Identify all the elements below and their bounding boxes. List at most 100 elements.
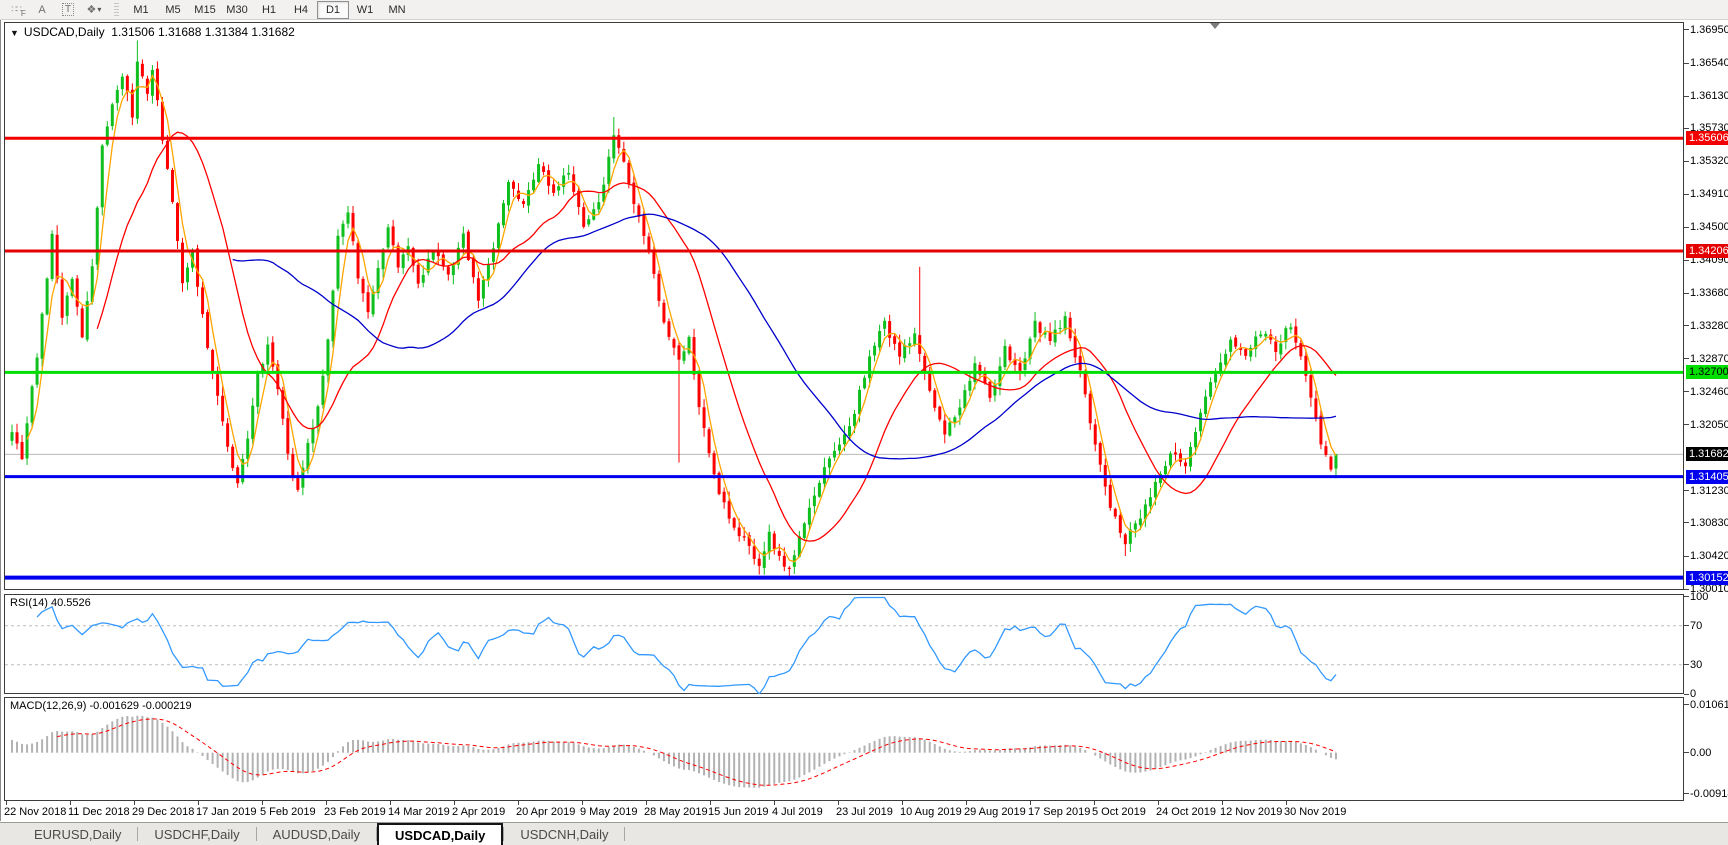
- timeframe-group: M1 M5 M15 M30 H1 H4 D1 W1 MN: [125, 0, 413, 19]
- timeframe-button-w1[interactable]: W1: [356, 3, 374, 16]
- cursor-glyph: ❖: [86, 4, 97, 16]
- date-axis-tick: [966, 801, 967, 805]
- date-axis-tick: [326, 801, 327, 805]
- top-toolbar: ∷∷ F A T ❖ ▾ M1 M5 M15 M30 H1 H4 D1 W1 MN: [0, 0, 1728, 20]
- date-axis-tick: [1222, 801, 1223, 805]
- macd-axis-tick-label: 0.00: [1690, 746, 1712, 759]
- price-axis-tick: [1684, 95, 1689, 97]
- arrow-a-icon[interactable]: A: [30, 2, 54, 18]
- toolbar-grip: [114, 2, 119, 17]
- grid-f-icon[interactable]: ∷∷ F: [4, 2, 28, 18]
- date-axis-tick: [1094, 801, 1095, 805]
- price-axis-tick-label: 1.31230: [1690, 484, 1728, 497]
- date-axis-label: 29 Dec 2018: [132, 806, 195, 818]
- date-axis-tick: [710, 801, 711, 805]
- timeframe-button-m5[interactable]: M5: [165, 3, 181, 16]
- date-axis-label: 11 Dec 2018: [68, 806, 130, 818]
- price-axis-tick-label: 1.36950: [1690, 23, 1728, 36]
- price-axis-tick: [1684, 160, 1689, 162]
- price-axis-tick-label: 1.32050: [1690, 418, 1728, 431]
- date-axis-label: 20 Apr 2019: [516, 806, 576, 818]
- chart-title-symbol: USDCAD,Daily: [23, 25, 105, 39]
- price-axis-tick: [1684, 259, 1689, 261]
- date-axis-label: 24 Oct 2019: [1156, 806, 1216, 818]
- date-axis-tick: [70, 801, 71, 805]
- price-axis-tick-label: 1.30010: [1690, 583, 1728, 596]
- macd-label: MACD(12,26,9) -0.001629 -0.000219: [10, 700, 192, 712]
- tab-separator: [255, 827, 257, 841]
- rsi-axis-tick-label: 0: [1690, 688, 1697, 700]
- date-axis-tick: [582, 801, 583, 805]
- timeframe-button-m1[interactable]: M1: [133, 3, 149, 16]
- date-axis-label: 14 Mar 2019: [388, 806, 450, 818]
- text-t-icon[interactable]: T: [56, 2, 80, 18]
- date-axis-label: 15 Jun 2019: [708, 806, 769, 818]
- price-axis-tick: [1684, 490, 1689, 492]
- tab-usdchf[interactable]: USDCHF,Daily: [154, 826, 240, 842]
- cursor-diamond-icon[interactable]: ❖ ▾: [82, 2, 106, 18]
- bid-price-chip: 1.31682: [1686, 447, 1728, 462]
- price-axis-tick-label: 1.33680: [1690, 287, 1728, 300]
- timeframe-button-h4[interactable]: H4: [293, 3, 309, 16]
- price-axis-tick-label: 1.33280: [1690, 319, 1728, 332]
- date-axis-label: 22 Nov 2018: [4, 806, 67, 818]
- price-axis-tick-label: 1.30420: [1690, 550, 1728, 562]
- timeframe-button-mn[interactable]: MN: [388, 3, 406, 16]
- date-axis-label: 23 Jul 2019: [836, 806, 893, 818]
- price-axis-tick-label: 1.34910: [1690, 188, 1728, 201]
- price-level-chip: 1.35606: [1686, 131, 1728, 146]
- rsi-panel-canvas[interactable]: [4, 594, 1684, 694]
- caret-down-icon: ▾: [97, 5, 102, 14]
- date-axis-tick: [1286, 801, 1287, 805]
- rsi-label: RSI(14) 40.5526: [10, 597, 91, 609]
- chart-title: ▼ USDCAD,Daily 1.31506 1.31688 1.31384 1.…: [10, 25, 295, 39]
- price-axis-tick: [1684, 127, 1689, 129]
- date-axis-tick: [1030, 801, 1031, 805]
- price-axis-tick: [1684, 358, 1689, 360]
- price-axis-tick-label: 1.36540: [1690, 57, 1728, 69]
- symbol-dropdown-icon[interactable]: ▼: [10, 28, 19, 38]
- timeframe-button-d1[interactable]: D1: [317, 0, 349, 19]
- date-axis-label: 17 Jan 2019: [196, 806, 257, 818]
- macd-axis-tick: [1684, 793, 1689, 795]
- price-axis-tick: [1684, 226, 1689, 228]
- tab-usdcnh[interactable]: USDCNH,Daily: [520, 826, 609, 842]
- price-axis-tick-label: 1.36130: [1690, 90, 1728, 103]
- window-left-edge: [0, 20, 3, 821]
- date-axis-label: 2 Apr 2019: [452, 806, 506, 818]
- macd-axis-tick-label: -0.009181: [1690, 787, 1728, 800]
- price-axis-tick-label: 1.32460: [1690, 385, 1728, 398]
- timeframe-button-h1[interactable]: H1: [261, 3, 277, 16]
- price-axis-tick: [1684, 29, 1689, 31]
- rsi-axis-tick: [1684, 596, 1689, 597]
- timeframe-button-m30[interactable]: M30: [226, 3, 248, 16]
- date-axis-label: 5 Oct 2019: [1092, 806, 1146, 818]
- date-axis-tick: [454, 801, 455, 805]
- tab-eurusd[interactable]: EURUSD,Daily: [34, 826, 122, 842]
- date-axis-tick: [6, 801, 7, 805]
- timeframe-button-m15[interactable]: M15: [194, 3, 216, 16]
- tab-usdcad[interactable]: USDCAD,Daily: [377, 823, 504, 845]
- macd-panel-canvas[interactable]: [4, 697, 1684, 801]
- price-axis-tick: [1684, 62, 1689, 64]
- price-axis-tick: [1684, 391, 1689, 393]
- date-axis-label: 29 Aug 2019: [964, 806, 1026, 818]
- grid-glyph: ∷∷ F: [11, 4, 25, 18]
- arrow-a-glyph: A: [38, 3, 46, 16]
- symbol-tab-bar: EURUSD,Daily USDCHF,Daily AUDUSD,Daily USDC…: [0, 822, 1728, 845]
- price-axis-tick: [1684, 588, 1689, 590]
- price-level-chip: 1.34206: [1686, 244, 1728, 259]
- price-axis-tick: [1684, 292, 1689, 294]
- date-axis-label: 23 Feb 2019: [324, 806, 386, 818]
- main-chart-canvas[interactable]: [4, 22, 1684, 590]
- date-axis-tick: [198, 801, 199, 805]
- date-axis-tick: [1158, 801, 1159, 805]
- price-axis-tick: [1684, 555, 1689, 557]
- date-axis-tick: [390, 801, 391, 805]
- price-level-chip: 1.31405: [1686, 469, 1728, 484]
- date-axis-label: 17 Sep 2019: [1028, 806, 1091, 818]
- rsi-axis-tick: [1684, 664, 1689, 666]
- price-level-chip: 1.30152: [1686, 570, 1728, 585]
- tab-audusd[interactable]: AUDUSD,Daily: [272, 826, 361, 842]
